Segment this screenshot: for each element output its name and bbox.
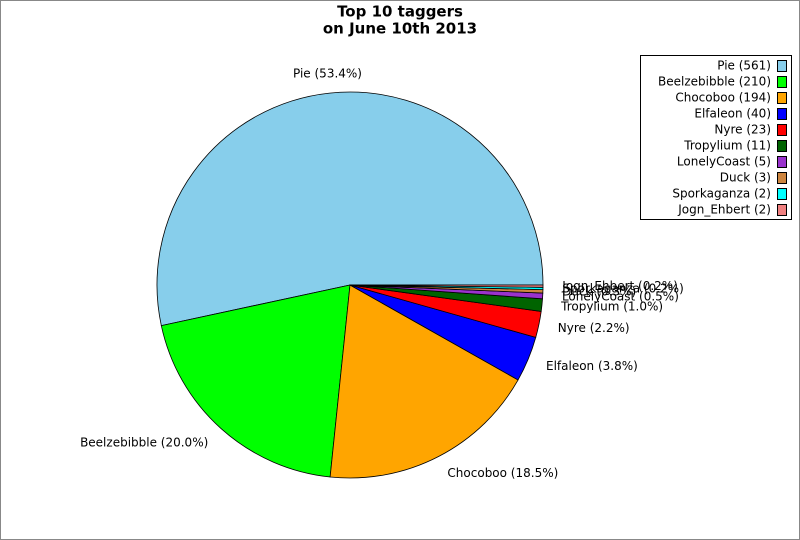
legend-swatch: [777, 92, 787, 104]
legend-label: Nyre (23): [714, 123, 771, 137]
slice-label: Duck (0.3%): [562, 284, 636, 298]
legend-label: Jogn_Ehbert (2): [677, 203, 771, 217]
slice-label: Jogn_Ehbert (0.2%): [561, 279, 678, 293]
legend-label: Pie (561): [717, 59, 771, 73]
legend-swatch: [777, 108, 787, 120]
legend-swatch: [777, 124, 787, 136]
slice-label: Tropylium (1.0%): [560, 300, 663, 314]
legend-label: Duck (3): [720, 171, 771, 185]
chart-subtitle: on June 10th 2013: [323, 20, 477, 38]
slice-label: Elfaleon (3.8%): [546, 359, 638, 373]
legend-swatch: [777, 156, 787, 168]
slice-label: Beelzebibble (20.0%): [80, 436, 208, 450]
pie-slice: [160, 284, 351, 478]
slice-label: LonelyCoast (0.5%): [562, 290, 679, 304]
legend-swatch: [777, 76, 787, 88]
legend-label: Tropylium (11): [683, 139, 771, 153]
slice-label: Nyre (2.2%): [558, 321, 630, 335]
legend-label: Elfaleon (40): [694, 107, 771, 121]
legend-swatch: [777, 204, 787, 216]
pie-slice: [329, 284, 519, 479]
pie-slice: [349, 284, 544, 288]
legend-swatch: [777, 140, 787, 152]
slice-label: Pie (53.4%): [293, 66, 362, 80]
chart-title: Top 10 taggers: [337, 3, 463, 21]
pie-slice: [156, 91, 544, 327]
legend-swatch: [777, 188, 787, 200]
legend-swatch: [777, 172, 787, 184]
legend-label: Chocoboo (194): [675, 91, 771, 105]
legend-label: Sporkaganza (2): [672, 187, 771, 201]
legend-label: LonelyCoast (5): [677, 155, 771, 169]
legend-box: [640, 55, 792, 220]
legend-label: Beelzebibble (210): [658, 75, 771, 89]
slice-label: Chocoboo (18.5%): [447, 466, 558, 480]
legend-swatch: [777, 60, 787, 72]
slice-label: Sporkaganza (0.2%): [562, 281, 684, 295]
